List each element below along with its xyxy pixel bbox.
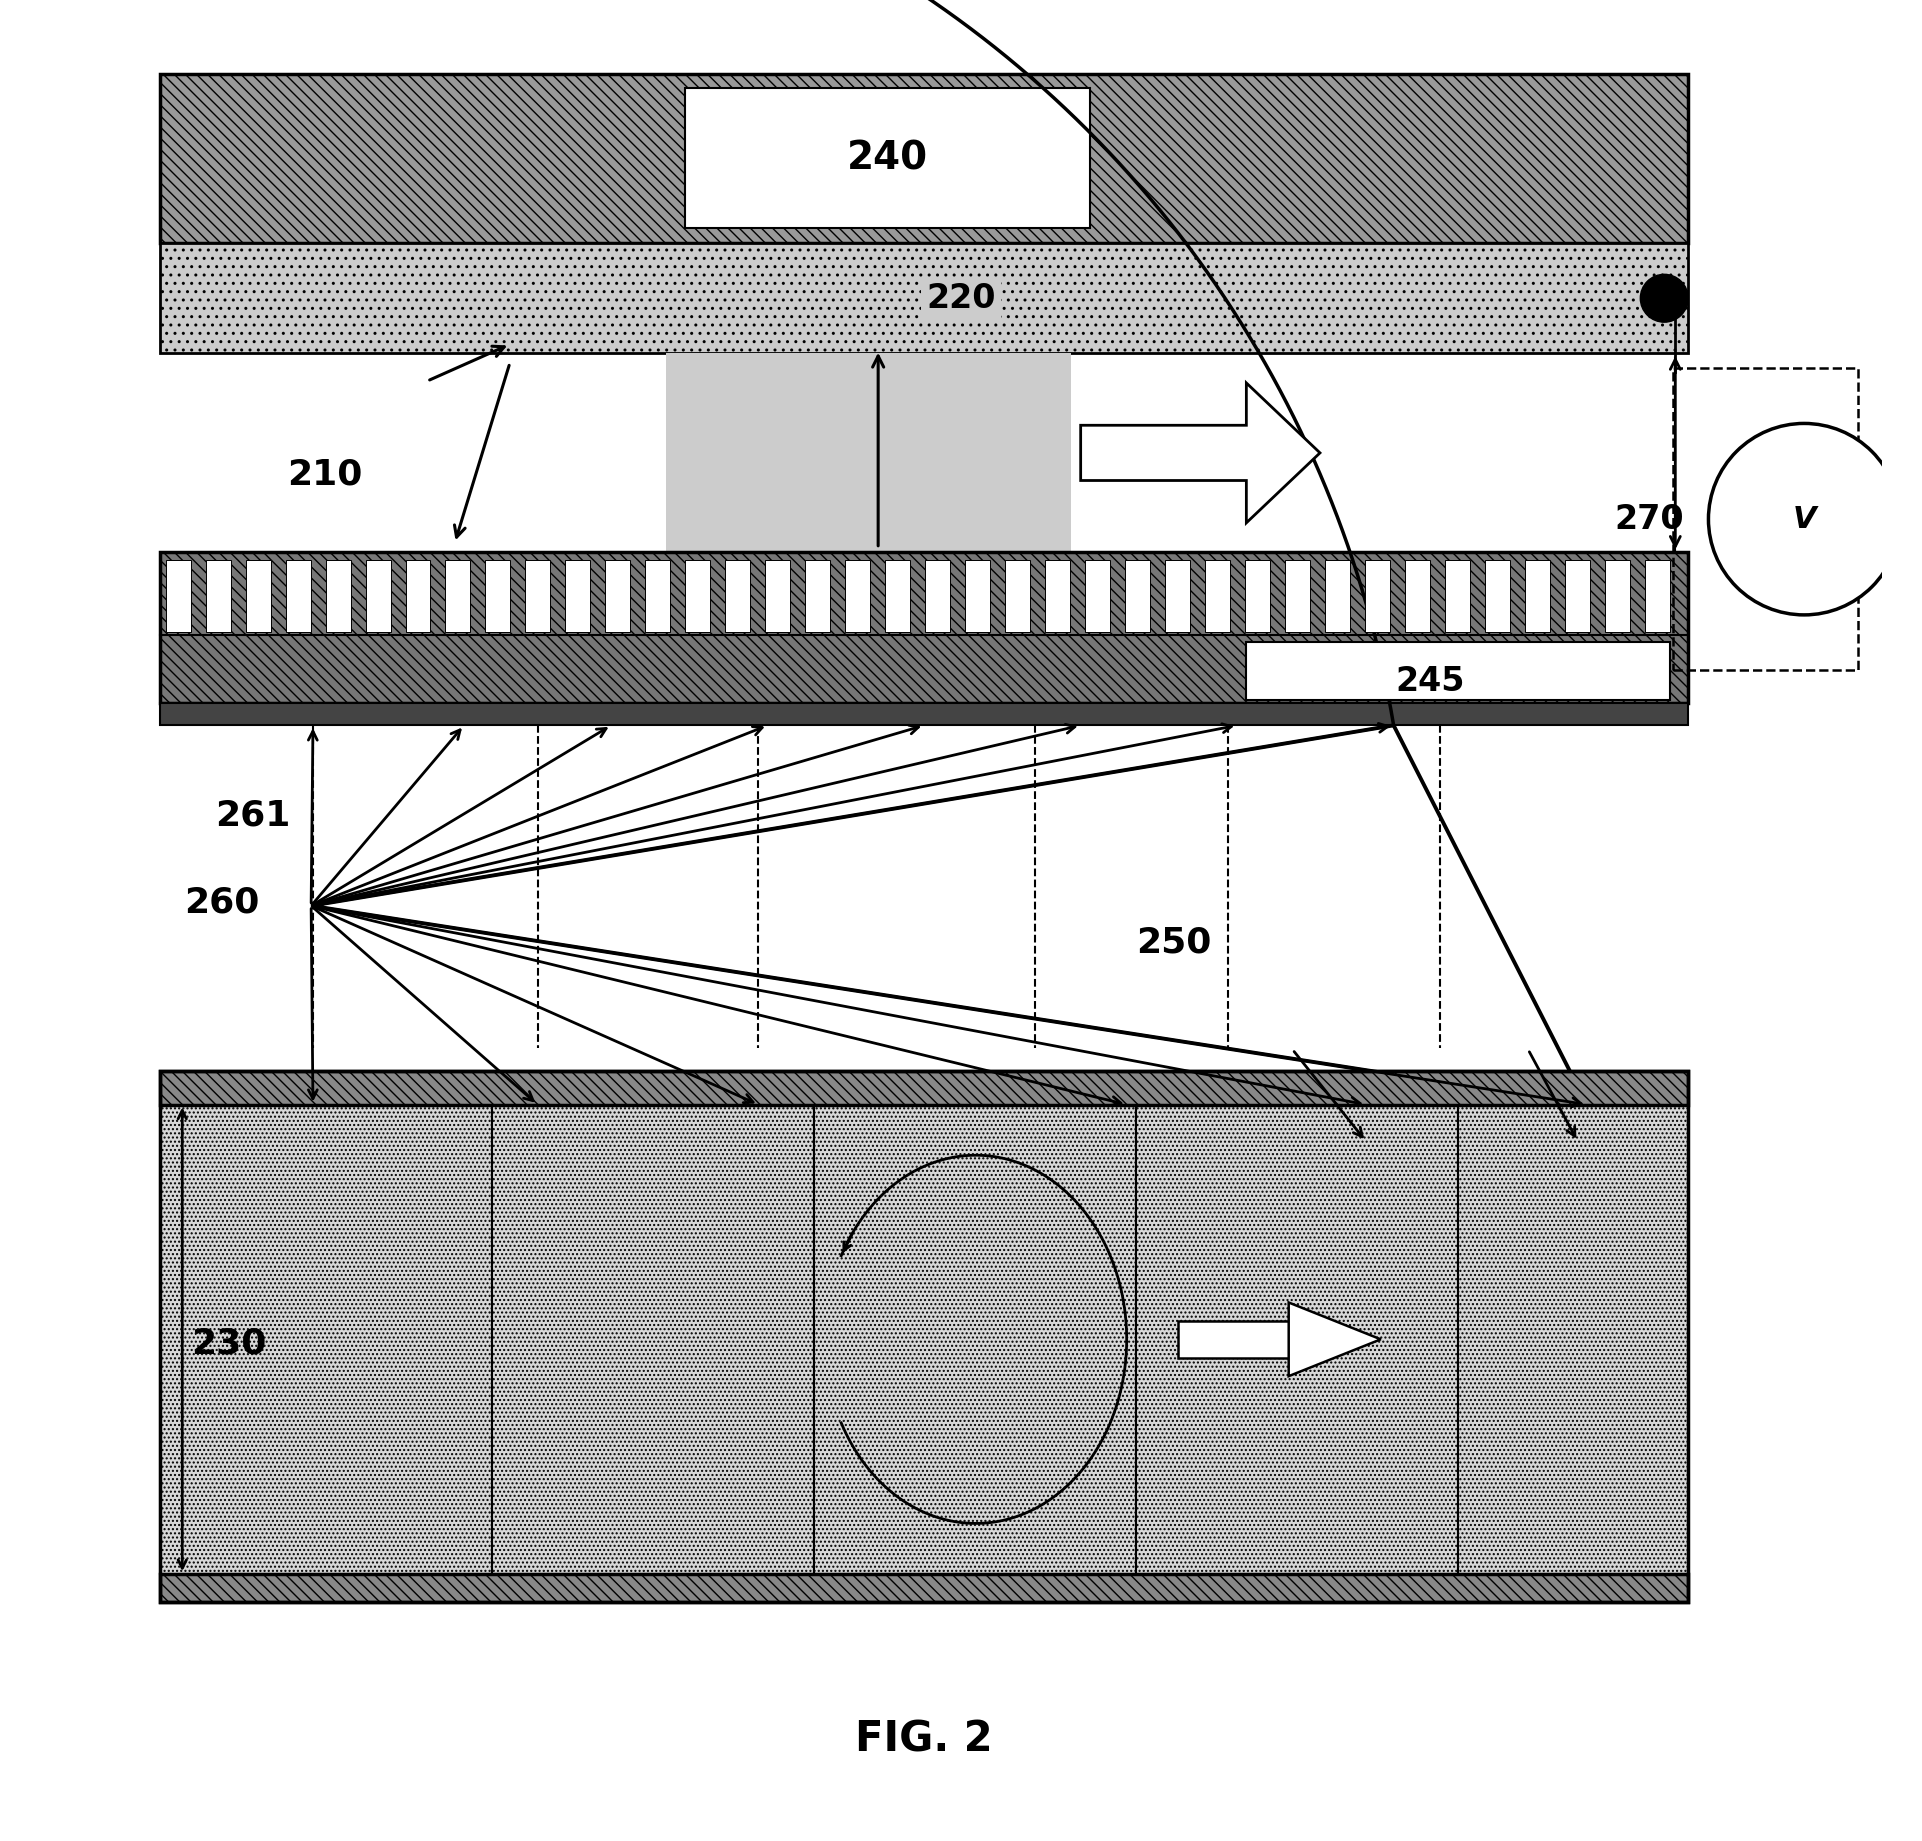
Bar: [1124, 560, 1149, 631]
Text: 210: 210: [286, 458, 363, 492]
FancyArrow shape: [1080, 383, 1320, 523]
Bar: [365, 560, 390, 631]
Bar: [1645, 560, 1670, 631]
Bar: [886, 560, 911, 631]
Polygon shape: [1288, 1303, 1380, 1377]
Circle shape: [1639, 274, 1688, 322]
Bar: [160, 703, 1688, 725]
Bar: [325, 560, 350, 631]
Bar: [1605, 560, 1630, 631]
Text: 240: 240: [848, 140, 928, 177]
Bar: [492, 1105, 813, 1574]
Bar: [684, 88, 1090, 228]
Bar: [1245, 560, 1270, 631]
Bar: [160, 552, 1688, 703]
Bar: [486, 560, 511, 631]
Bar: [1565, 560, 1589, 631]
Bar: [646, 560, 671, 631]
Text: 230: 230: [192, 1327, 267, 1360]
Bar: [686, 560, 711, 631]
Bar: [160, 74, 1688, 243]
Bar: [160, 1105, 492, 1574]
Text: 250: 250: [1136, 926, 1211, 959]
Bar: [160, 1574, 1688, 1602]
Bar: [1365, 560, 1390, 631]
Bar: [165, 560, 190, 631]
Bar: [406, 560, 431, 631]
Bar: [965, 560, 990, 631]
Text: 270: 270: [1614, 503, 1684, 536]
Bar: [1484, 560, 1509, 631]
Bar: [246, 560, 271, 631]
Text: V: V: [1793, 504, 1816, 534]
Text: 245: 245: [1395, 665, 1465, 698]
Text: 260: 260: [185, 886, 259, 919]
Bar: [765, 560, 790, 631]
Bar: [605, 560, 630, 631]
Bar: [846, 560, 871, 631]
Bar: [1178, 1322, 1288, 1359]
Bar: [1046, 560, 1071, 631]
Bar: [924, 560, 949, 631]
Bar: [160, 1071, 1688, 1105]
Bar: [1445, 560, 1470, 631]
Bar: [725, 560, 750, 631]
Circle shape: [1709, 423, 1901, 615]
Bar: [813, 1105, 1136, 1574]
Bar: [1284, 560, 1309, 631]
Bar: [1674, 368, 1857, 670]
Bar: [1324, 560, 1349, 631]
Bar: [1165, 560, 1190, 631]
Bar: [160, 1071, 1688, 1602]
Bar: [160, 243, 1688, 353]
Polygon shape: [667, 353, 1071, 552]
Bar: [565, 560, 590, 631]
Bar: [1205, 560, 1230, 631]
Bar: [1524, 560, 1549, 631]
Bar: [1136, 1105, 1459, 1574]
Bar: [525, 560, 550, 631]
Text: 261: 261: [215, 799, 290, 832]
Bar: [446, 560, 471, 631]
Bar: [1005, 560, 1030, 631]
Text: FIG. 2: FIG. 2: [855, 1719, 994, 1760]
Bar: [1459, 1105, 1688, 1574]
Bar: [1405, 560, 1430, 631]
Bar: [1086, 560, 1111, 631]
Text: 220: 220: [926, 282, 996, 315]
Bar: [286, 560, 311, 631]
Bar: [805, 560, 830, 631]
Bar: [206, 560, 231, 631]
Bar: [1245, 643, 1670, 700]
